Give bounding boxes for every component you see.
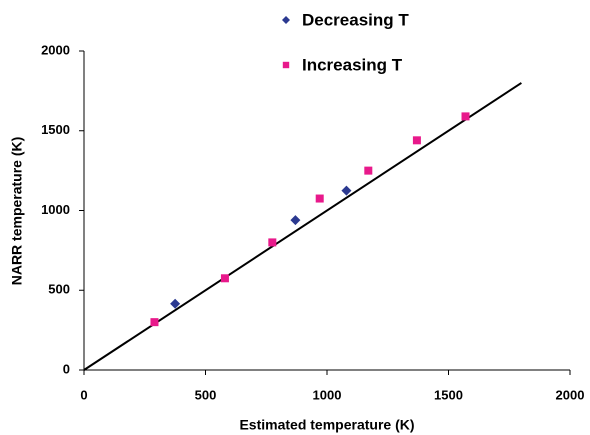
legend-text: Increasing T bbox=[302, 55, 403, 74]
diamond-marker bbox=[341, 185, 352, 196]
square-marker bbox=[461, 112, 470, 121]
diamond-marker bbox=[170, 298, 181, 309]
square-marker bbox=[364, 166, 373, 175]
legend-marker bbox=[282, 16, 290, 24]
square-marker bbox=[150, 318, 159, 327]
legend-marker bbox=[282, 61, 290, 69]
square-marker bbox=[315, 194, 324, 203]
y-tick-label: 1000 bbox=[41, 202, 70, 217]
diamond-marker bbox=[290, 215, 301, 226]
x-tick-label: 0 bbox=[80, 387, 87, 402]
y-axis-title: NARR temperature (K) bbox=[9, 137, 25, 286]
x-tick-label: 1000 bbox=[313, 387, 342, 402]
x-tick-label: 2000 bbox=[556, 387, 585, 402]
x-tick-label: 1500 bbox=[434, 387, 463, 402]
y-tick-label: 0 bbox=[63, 361, 70, 376]
square-marker bbox=[220, 274, 229, 283]
square-marker bbox=[412, 136, 421, 145]
x-axis-title: Estimated temperature (K) bbox=[239, 417, 414, 433]
square-marker bbox=[268, 238, 277, 247]
y-tick-label: 1500 bbox=[41, 122, 70, 137]
fit-line bbox=[83, 82, 522, 371]
legend-text: Decreasing T bbox=[302, 10, 409, 29]
x-tick-label: 500 bbox=[195, 387, 217, 402]
y-tick-label: 500 bbox=[48, 282, 70, 297]
y-tick-label: 2000 bbox=[41, 42, 70, 57]
